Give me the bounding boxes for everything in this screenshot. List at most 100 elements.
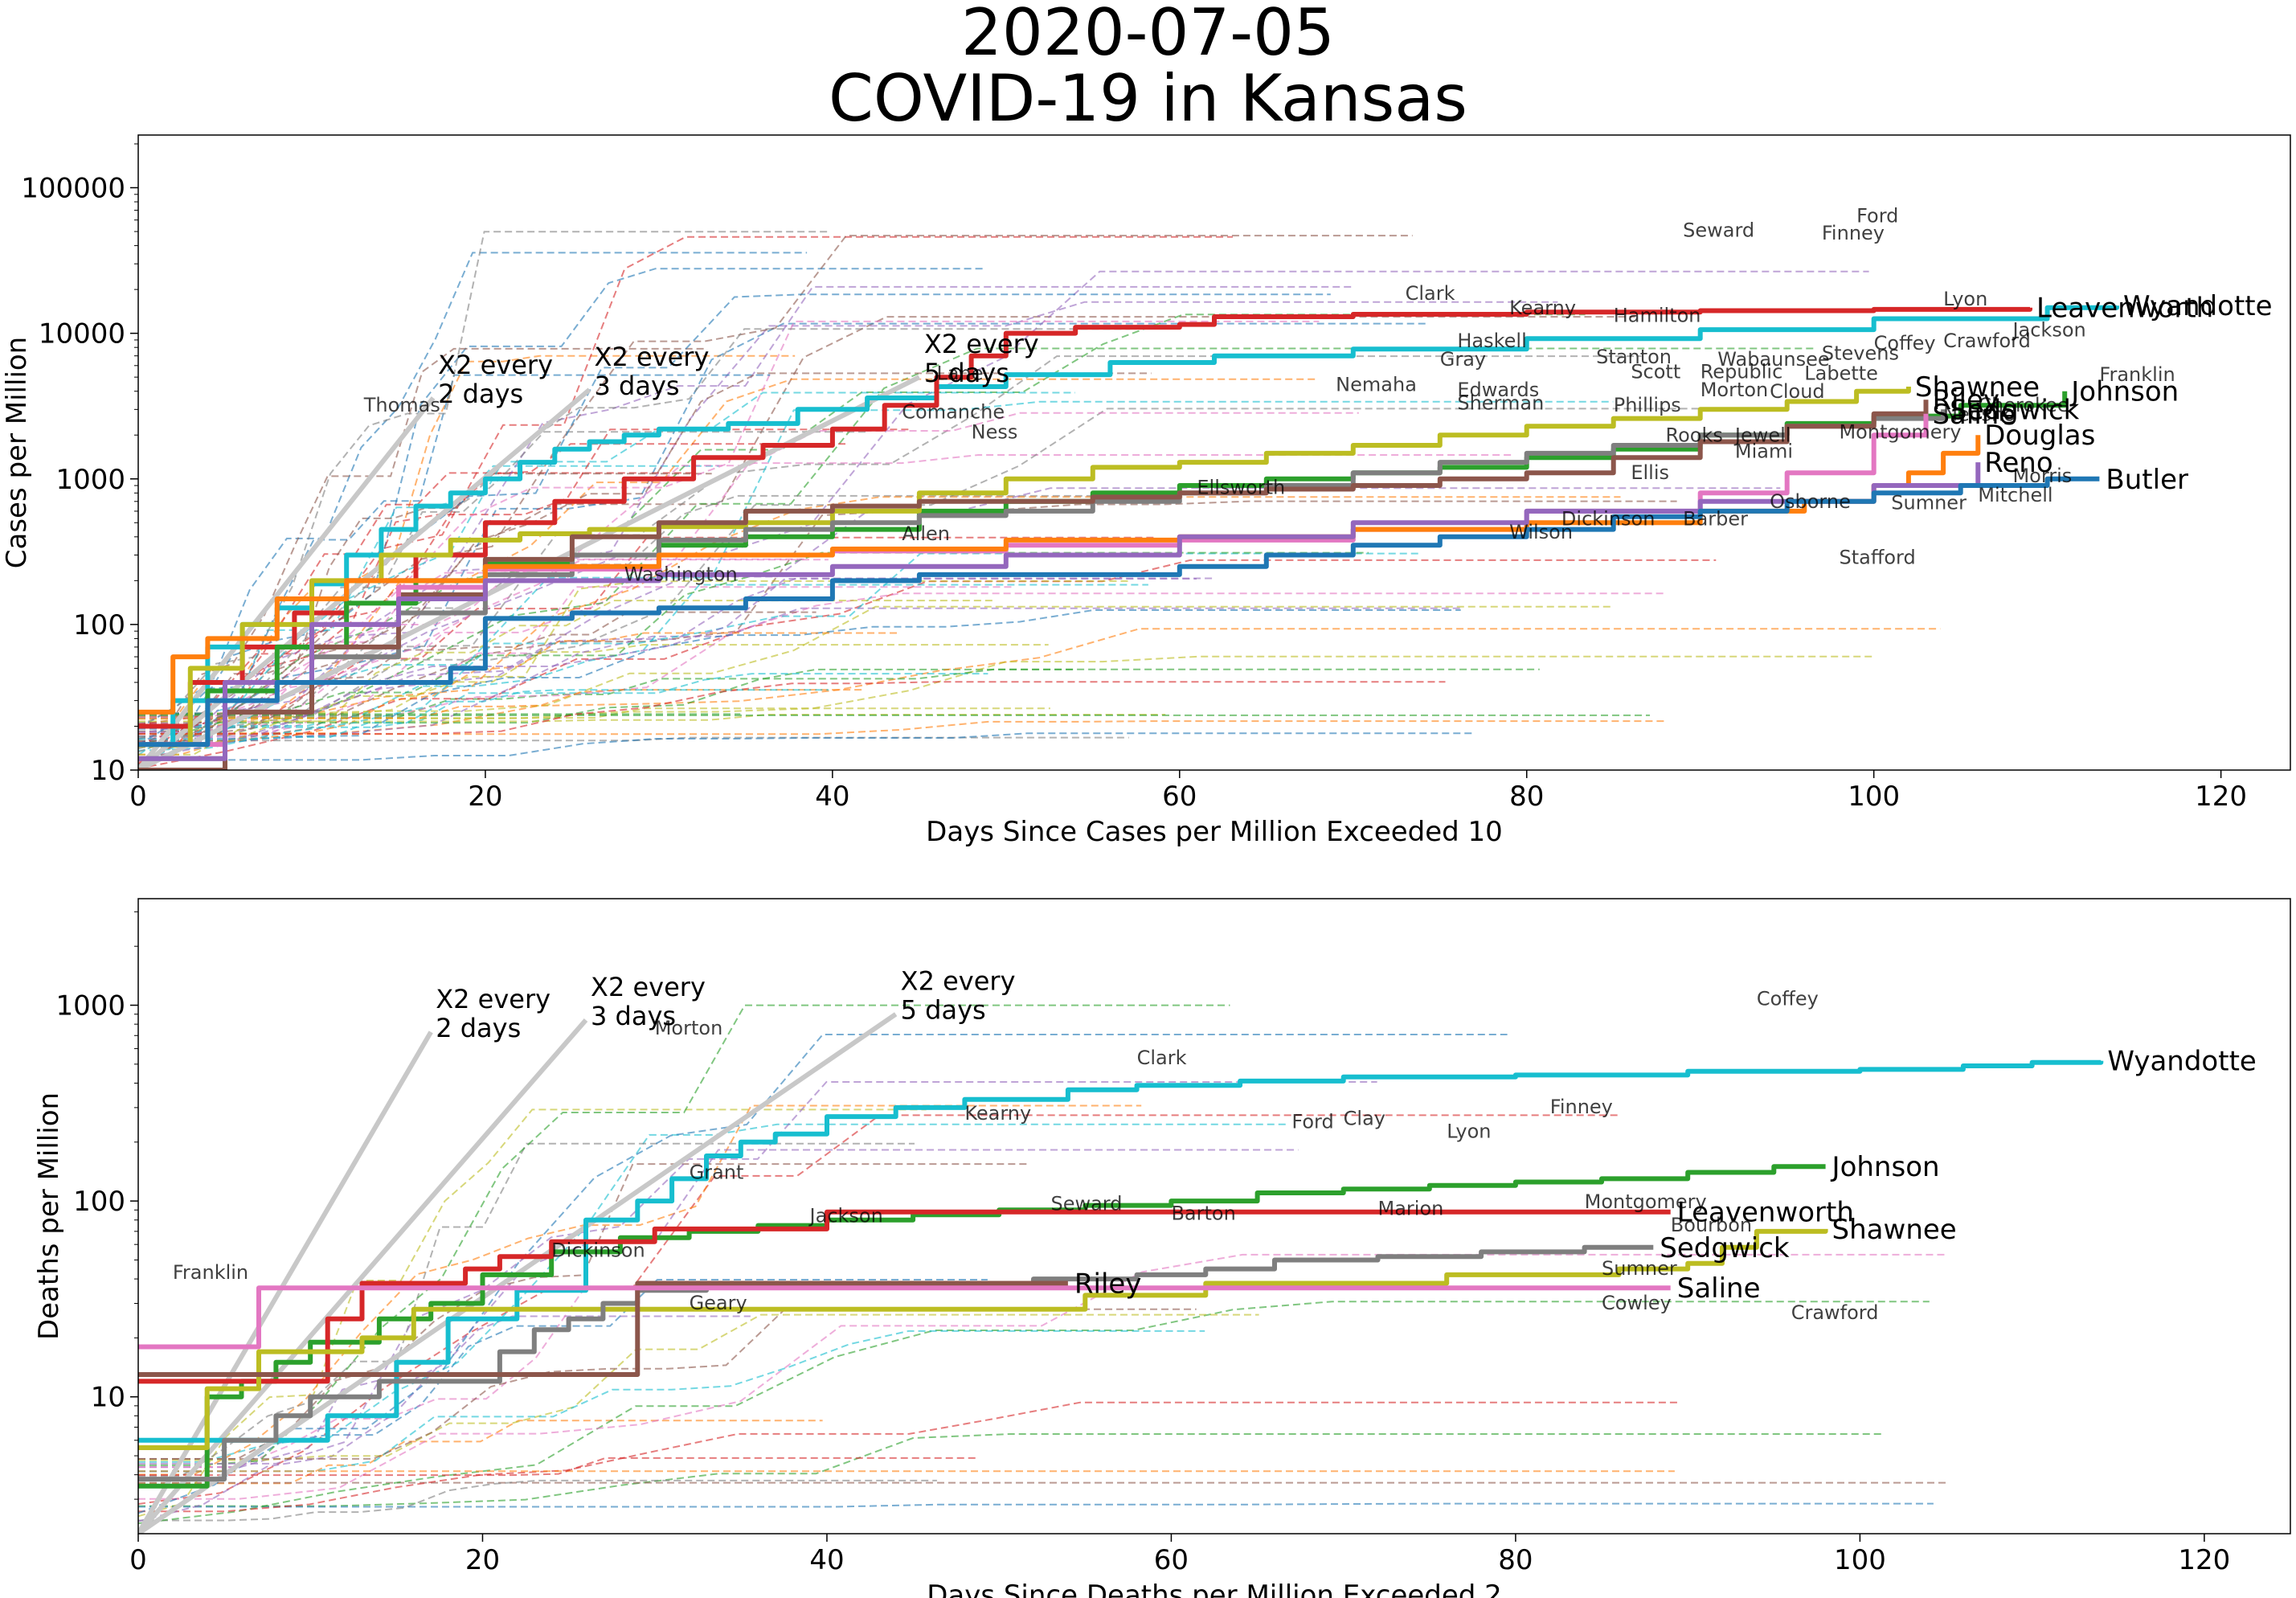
county-dashed-line [138, 1004, 1230, 1466]
county-dashed-line [138, 231, 831, 728]
county-label: Miami [1735, 440, 1793, 462]
county-label: Franklin [2099, 363, 2175, 386]
county-label: Clay [1344, 1107, 1385, 1129]
county-label: Mitchell [1978, 484, 2052, 506]
series-label-saline: Saline [1932, 399, 2016, 431]
county-label: Morton [655, 1017, 723, 1039]
county-label: Morton [1701, 379, 1769, 401]
county-dashed-line [138, 285, 1353, 735]
doubling-guide-label: 3 days [591, 1001, 676, 1031]
county-label: Grant [690, 1161, 744, 1183]
county-dashed-line [138, 1330, 1205, 1473]
county-label: Coffey [1757, 988, 1819, 1010]
doubling-guide-label: 2 days [438, 379, 523, 409]
series-label-shawnee: Shawnee [1832, 1214, 1957, 1246]
county-dashed-line [138, 270, 1869, 745]
county-dashed-line [138, 1279, 988, 1473]
county-label: Labette [1804, 362, 1878, 384]
y-tick-label: 100 [73, 609, 125, 641]
county-label: Bourbon [1671, 1214, 1752, 1236]
series-label-sedgwick: Sedgwick [1950, 394, 2080, 426]
county-label: Finney [1550, 1096, 1613, 1118]
county-label: Ford [1856, 204, 1898, 227]
series-line-butler [138, 476, 2100, 748]
y-tick-label: 10 [91, 1382, 125, 1414]
doubling-guide-line [138, 1018, 588, 1534]
axes-frame [137, 898, 2291, 1534]
y-tick-label: 10000 [39, 318, 125, 350]
y-tick-label: 1000 [55, 990, 125, 1022]
doubling-guide-label: X2 every [438, 350, 553, 380]
x-tick-label: 80 [1509, 781, 1544, 813]
county-label: Marion [1378, 1197, 1444, 1219]
county-label: Sumner [1891, 491, 1967, 514]
x-tick-label: 0 [129, 1544, 147, 1576]
y-axis-label: Cases per Million [1, 337, 33, 569]
county-dashed-line [138, 354, 796, 720]
series-label-leavenworth: Leavenworth [1677, 1197, 1854, 1229]
doubling-guide-label: X2 every [436, 984, 550, 1014]
county-label: Morris [2012, 465, 2072, 487]
plot-area [138, 231, 2119, 770]
county-label: Clark [1137, 1047, 1187, 1069]
county-dashed-line [138, 558, 808, 719]
county-dashed-line [138, 668, 1077, 719]
series-line-shawnee [138, 1228, 1828, 1450]
county-dashed-line [138, 681, 1446, 735]
county-dashed-line [138, 578, 1197, 737]
county-dashed-line [138, 236, 1233, 726]
series-label-douglas: Douglas [1984, 420, 2095, 452]
county-dashed-line [138, 252, 808, 730]
doubling-guide-label: X2 every [901, 966, 1016, 997]
county-dashed-line [138, 1104, 1142, 1476]
county-dashed-line [138, 1253, 1946, 1500]
x-tick-label: 40 [815, 781, 849, 813]
doubling-guide-label: X2 every [591, 972, 706, 1002]
county-label: Lyon [1943, 288, 1987, 310]
county-label: Cowley [1602, 1292, 1672, 1314]
county-dashed-line [138, 1108, 927, 1518]
county-dashed-line [138, 391, 1075, 767]
county-label: Lane [936, 362, 983, 384]
series-label-butler: Butler [2106, 464, 2188, 496]
series-line-saline [138, 1285, 1671, 1350]
county-label: Franklin [173, 1261, 248, 1284]
doubling-guide-label: X2 every [924, 329, 1039, 359]
county-label: Cherokee [1978, 394, 2069, 416]
county-label: Ford [1291, 1111, 1333, 1133]
county-label: Osborne [1770, 490, 1851, 513]
county-label: Sherman [1457, 391, 1544, 414]
county-label: Stanton [1596, 346, 1672, 368]
county-dashed-line [138, 347, 1817, 738]
county-dashed-line [138, 632, 897, 756]
county-label: Barber [1683, 507, 1748, 530]
series-label-sedgwick: Sedgwick [1660, 1232, 1790, 1264]
series-label-reno: Reno [1984, 447, 2052, 479]
county-label: Montgomery [1585, 1190, 1707, 1213]
county-label: Neosho [1943, 404, 2016, 426]
series-line-sedgwick [138, 409, 1946, 761]
county-dashed-line [138, 600, 994, 748]
county-dashed-line [138, 552, 1418, 752]
county-dashed-line [138, 689, 863, 719]
county-label: Kearny [964, 1102, 1031, 1125]
county-label: Phillips [1614, 394, 1681, 416]
x-tick-label: 100 [1848, 781, 1900, 813]
county-dashed-line [138, 1142, 915, 1477]
county-dashed-line [138, 372, 1152, 726]
county-dashed-line [138, 1479, 937, 1522]
county-label: Washington [624, 563, 738, 585]
series-label-wyandotte: Wyandotte [2107, 1046, 2257, 1078]
county-label: Scott [1631, 361, 1680, 383]
county-dashed-line [138, 605, 1613, 715]
series-label-johnson: Johnson [2069, 376, 2179, 408]
county-label: Stafford [1839, 547, 1915, 569]
county-dashed-line [138, 347, 706, 725]
county-dashed-line [138, 1401, 1680, 1513]
county-dashed-line [138, 668, 1540, 724]
y-tick-label: 100000 [21, 173, 125, 205]
county-label: Dickinson [551, 1239, 645, 1261]
county-label: Kearny [1509, 297, 1576, 319]
